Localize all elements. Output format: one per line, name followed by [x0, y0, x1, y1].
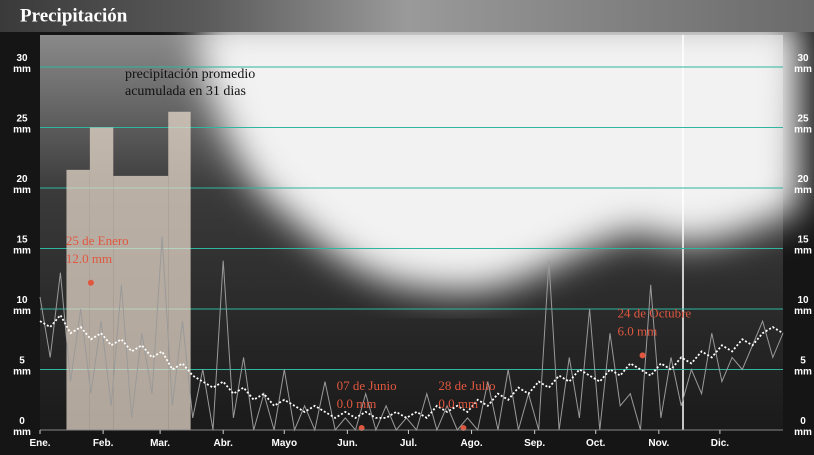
x-tick-label: Mayo [271, 438, 297, 449]
y-unit: mm [794, 185, 812, 196]
y-tick-label: 30 [16, 53, 28, 64]
highlight-date: 28 de Julio [438, 378, 495, 393]
y-unit: mm [13, 64, 31, 75]
x-tick-label: Jul. [400, 438, 417, 449]
highlight-point [87, 279, 94, 286]
y-tick-label: 20 [16, 174, 28, 185]
x-tick-label: Ene. [29, 438, 50, 449]
highlight-point [639, 352, 646, 359]
accumulated-bar [66, 169, 90, 430]
y-unit: mm [794, 246, 812, 257]
y-tick-label: 15 [16, 235, 28, 246]
highlight-value: 6.0 mm [618, 323, 658, 338]
y2-tick-label: 0 [800, 416, 806, 427]
y-unit: mm [794, 306, 812, 317]
y-unit: mm [13, 367, 31, 378]
y-unit: mm [794, 367, 812, 378]
y2-tick-label: 15 [797, 235, 809, 246]
y-unit: mm [13, 246, 31, 257]
y2-tick-label: 20 [797, 174, 809, 185]
series-line [39, 236, 784, 432]
chart-title: Precipitación [20, 5, 128, 26]
annotation: precipitación promedio acumulada en 31 di… [125, 67, 255, 99]
cloud-background [200, 20, 800, 292]
y2-tick-label: 25 [797, 114, 809, 125]
x-tick-label: Feb. [93, 438, 114, 449]
x-tick-label: Dic. [711, 438, 730, 449]
x-tick-label: Abr. [213, 438, 233, 449]
y-tick-label: 0 [19, 416, 25, 427]
y2-tick-label: 5 [800, 356, 806, 367]
y-tick-label: 10 [16, 295, 28, 306]
y-unit: mm [794, 125, 812, 136]
y2-tick-label: 10 [797, 295, 809, 306]
accumulated-bar [113, 175, 169, 430]
x-tick-label: Ago. [460, 438, 482, 449]
x-tick-label: Nov. [648, 438, 669, 449]
y-tick-label: 5 [19, 356, 25, 367]
x-tick-label: Mar. [150, 438, 170, 449]
highlight-value: 0.0 mm [438, 396, 478, 411]
highlight-value: 0.0 mm [337, 396, 377, 411]
x-tick-label: Sep. [524, 438, 545, 449]
accumulated-bar [89, 127, 114, 430]
highlight-date: 24 de Octubre [618, 305, 692, 320]
accumulated-bar [168, 111, 191, 431]
title-bar [0, 0, 814, 32]
y-unit: mm [794, 64, 812, 75]
y-tick-label: 25 [16, 114, 28, 125]
y-unit: mm [13, 125, 31, 136]
x-tick-label: Oct. [586, 438, 606, 449]
x-tick-label: Jun. [337, 438, 358, 449]
y-unit: mm [794, 427, 812, 438]
y-unit: mm [13, 185, 31, 196]
series-line [39, 313, 784, 420]
highlight-date: 25 de Enero [66, 233, 129, 248]
y-unit: mm [13, 306, 31, 317]
y2-tick-label: 30 [797, 53, 809, 64]
y-unit: mm [13, 427, 31, 438]
highlight-value: 12.0 mm [66, 251, 112, 266]
highlight-date: 07 de Junio [337, 378, 397, 393]
